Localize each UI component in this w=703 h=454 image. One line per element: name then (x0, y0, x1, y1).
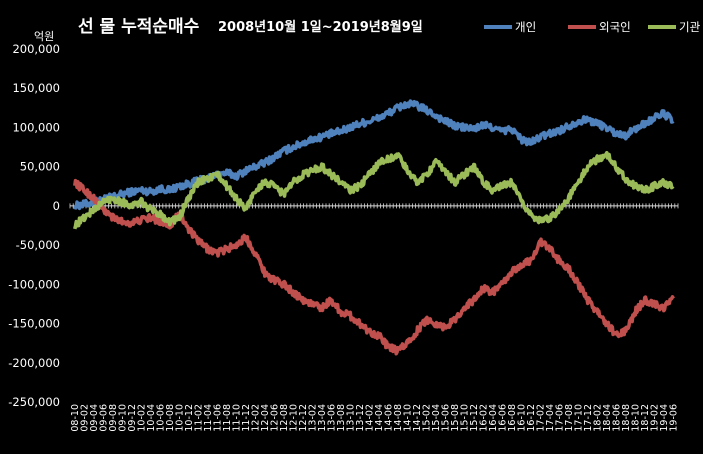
x-tick-label: 13-10 (345, 404, 356, 432)
x-tick-label: 09-04 (89, 404, 100, 432)
x-tick-label: 15-12 (469, 404, 480, 432)
x-tick-label: 18-08 (621, 404, 632, 432)
x-tick-label: 09-12 (127, 404, 138, 432)
x-tick-label: 11-12 (241, 404, 252, 432)
chart-title: 선 물 누적순매수 (78, 17, 200, 37)
x-tick-label: 14-06 (383, 404, 394, 432)
y-tick-label: -250,000 (8, 395, 60, 409)
x-tick-label: 09-02 (79, 404, 90, 432)
x-tick-label: 12-02 (250, 404, 261, 432)
y-tick-label: -50,000 (16, 238, 60, 252)
legend: 개인 외국인 기관 (484, 20, 701, 34)
x-tick-label: 10-08 (165, 404, 176, 432)
x-tick-label: 12-12 (298, 404, 309, 432)
y-tick-label: -100,000 (8, 277, 60, 291)
x-tick-label: 19-02 (649, 404, 660, 432)
x-tick-label: 10-10 (174, 404, 185, 432)
x-tick-label: 15-10 (459, 404, 470, 432)
x-tick-label: 14-10 (402, 404, 413, 432)
legend-label: 기관 (679, 20, 701, 34)
x-tick-label: 10-12 (184, 404, 195, 432)
x-tick-label: 14-08 (393, 404, 404, 432)
x-tick-label: 13-06 (326, 404, 337, 432)
x-tick-label: 16-12 (526, 404, 537, 432)
x-tick-label: 14-12 (412, 404, 423, 432)
x-tick-label: 12-06 (269, 404, 280, 432)
x-tick-label: 16-04 (488, 404, 499, 432)
y-tick-label: 0 (53, 199, 60, 213)
series-group (73, 99, 675, 356)
y-tick-label: 150,000 (12, 81, 60, 95)
x-tick-label: 11-04 (203, 404, 214, 432)
x-tick-label: 13-08 (336, 404, 347, 432)
y-axis: 200,000 150,000 100,000 50,000 0 -50,000 -100,… (8, 42, 60, 409)
legend-label: 외국인 (599, 20, 631, 34)
x-tick-label: 14-02 (364, 404, 375, 432)
series-line-1 (73, 99, 675, 211)
x-tick-label: 10-06 (155, 404, 166, 432)
x-tick-label: 17-02 (535, 404, 546, 432)
x-tick-label: 09-08 (108, 404, 119, 432)
x-tick-label: 10-04 (146, 404, 157, 432)
x-tick-label: 17-08 (564, 404, 575, 432)
x-tick-label: 11-08 (222, 404, 233, 432)
chart-subtitle: 2008년10월 1일~2019년8월9일 (218, 19, 423, 35)
legend-label: 개인 (515, 20, 536, 34)
y-tick-label: -200,000 (8, 356, 60, 370)
x-tick-label: 09-10 (117, 404, 128, 432)
y-tick-label: 200,000 (12, 42, 60, 56)
x-tick-label: 10-02 (136, 404, 147, 432)
x-tick-label: 14-04 (374, 404, 385, 432)
x-tick-label: 18-04 (602, 404, 613, 432)
x-tick-label: 11-06 (212, 404, 223, 432)
x-tick-label: 19-06 (668, 404, 679, 432)
y-tick-label: 50,000 (20, 160, 60, 174)
x-tick-label: 19-04 (659, 404, 670, 432)
x-tick-label: 08-10 (70, 404, 81, 432)
x-tick-label: 18-12 (640, 404, 651, 432)
x-tick-label: 11-10 (231, 404, 242, 432)
x-tick-label: 16-06 (497, 404, 508, 432)
x-tick-label: 17-12 (583, 404, 594, 432)
x-tick-label: 18-10 (630, 404, 641, 432)
x-tick-label: 12-10 (288, 404, 299, 432)
x-tick-label: 17-10 (573, 404, 584, 432)
x-tick-label: 16-10 (516, 404, 527, 432)
x-tick-label: 09-06 (98, 404, 109, 432)
x-tick-label: 11-02 (193, 404, 204, 432)
x-tick-label: 13-04 (317, 404, 328, 432)
x-axis: 08-1009-0209-0409-0609-0809-1009-1210-02… (69, 203, 679, 432)
x-tick-label: 13-12 (355, 404, 366, 432)
x-tick-label: 12-04 (260, 404, 271, 432)
series-line-3 (73, 150, 675, 230)
x-tick-label: 15-04 (431, 404, 442, 432)
y-tick-label: -150,000 (8, 317, 60, 331)
x-tick-label: 16-08 (507, 404, 518, 432)
x-tick-label: 18-06 (611, 404, 622, 432)
x-tick-label: 18-02 (592, 404, 603, 432)
y-axis-label: 억원 (34, 30, 54, 43)
x-tick-label: 15-08 (450, 404, 461, 432)
x-tick-label: 15-02 (421, 404, 432, 432)
x-tick-label: 17-06 (554, 404, 565, 432)
x-tick-label: 13-02 (307, 404, 318, 432)
x-tick-label: 15-06 (440, 404, 451, 432)
x-tick-label: 16-02 (478, 404, 489, 432)
x-tick-label: 12-08 (279, 404, 290, 432)
y-tick-label: 100,000 (12, 120, 60, 134)
x-tick-label: 17-04 (545, 404, 556, 432)
